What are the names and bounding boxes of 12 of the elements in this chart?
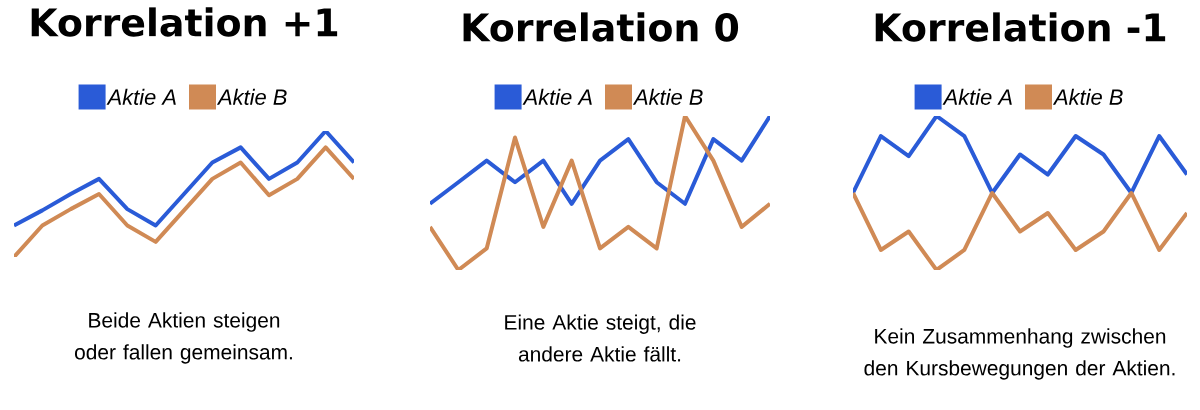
- legend-label: Aktie A: [942, 88, 1012, 105]
- legend-label: Aktie B: [1052, 88, 1123, 105]
- text: Beide Aktien steigen oder fallen gemeinsam.: [74, 312, 292, 364]
- legend-label: Aktie A: [522, 88, 592, 105]
- legend-label: Aktie B: [632, 88, 703, 105]
- chart-title: Korrelation -1: [875, 12, 1166, 42]
- text: Eine Aktie steigt, die andere Aktie fällt.: [505, 314, 696, 362]
- legend-label: Aktie B: [216, 88, 287, 105]
- chart-title: Korrelation 0: [463, 12, 739, 42]
- chart-title: Korrelation +1: [31, 7, 338, 37]
- legend-label: Aktie A: [106, 88, 176, 105]
- text: Kein Zusammenhang zwischen den Kursbewegungen der Aktien.: [864, 328, 1175, 380]
